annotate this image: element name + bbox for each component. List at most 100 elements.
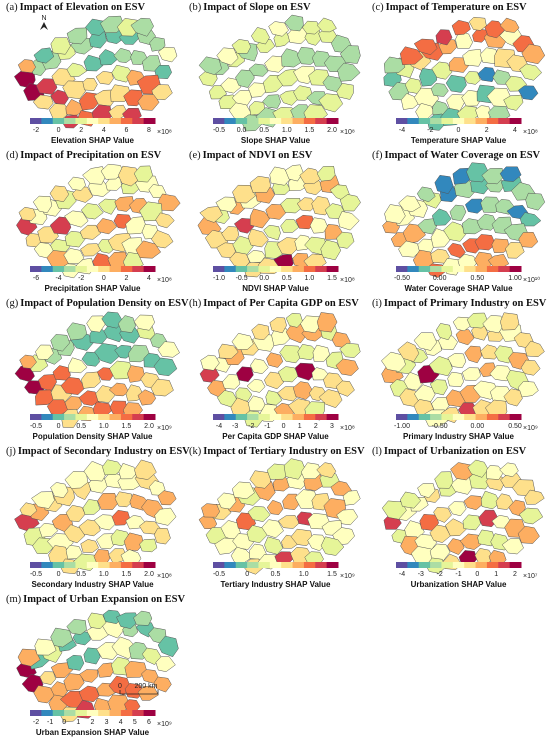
district-polygon	[448, 501, 467, 517]
colorbar-segment	[475, 414, 488, 420]
map-panel-5: (e) Impact of NDVI on ESV -1.0 -0.5 0.0 0.5 1.…	[183, 148, 366, 296]
district-polygon	[157, 635, 179, 658]
panel-title: (b) Impact of Slope on ESV	[189, 2, 311, 13]
district-polygon	[283, 458, 306, 480]
panel-title: (j) Impact of Secondary Industry on ESV	[6, 446, 190, 457]
map-panel-11: (k) Impact of Tertiary Industry on ESV -0.…	[183, 444, 366, 592]
district-polygon	[269, 166, 292, 186]
colorbar-segment	[247, 562, 259, 568]
district-polygon	[114, 196, 135, 212]
colorbar-segment	[258, 414, 271, 420]
colorbar-segment	[30, 266, 42, 272]
district-polygon	[150, 378, 174, 397]
colorbar-segment	[132, 710, 145, 716]
panel-title: (a) Impact of Elevation on ESV	[6, 2, 145, 13]
colorbar-label: Temperature SHAP Value	[411, 136, 507, 145]
district-polygon	[435, 323, 453, 341]
colorbar-segment	[486, 414, 499, 420]
colorbar-exponent: ×10⁹	[157, 425, 172, 432]
colorbar-segment	[213, 414, 225, 420]
scale-zero-label: 0	[118, 683, 122, 690]
district-polygon	[82, 499, 101, 515]
colorbar-segment	[315, 414, 328, 420]
district-polygon	[455, 30, 473, 49]
district-map: -2 -1 0 1 2 3 4 5 6 ×10⁹ Urban Expansion SHAP Valu…	[16, 609, 179, 737]
district-polygon	[443, 221, 467, 242]
colorbar-segment	[30, 118, 42, 124]
colorbar-tick-label: 1.0	[305, 275, 315, 282]
district-polygon	[82, 166, 106, 185]
colorbar-exponent: ×10⁸	[157, 277, 172, 284]
district-polygon	[67, 176, 86, 191]
colorbar-tick-label: 0.0	[259, 275, 269, 282]
district-polygon	[111, 509, 131, 526]
colorbar-segment	[235, 266, 248, 272]
colorbar-segment	[258, 266, 271, 272]
scale-bar	[119, 690, 159, 695]
panel-letter: (k)	[189, 446, 202, 457]
district-polygon	[248, 63, 269, 77]
colorbar-segment	[52, 710, 65, 716]
panel-letter: (j)	[6, 446, 16, 457]
colorbar-segment	[292, 118, 305, 124]
district-polygon	[216, 47, 239, 66]
district-polygon	[83, 54, 104, 72]
colorbar-tick-label: 0.00	[433, 275, 447, 282]
colorbar-segment	[498, 414, 511, 420]
district-polygon	[342, 490, 361, 506]
panel-title-text: Impact of NDVI on ESV	[202, 150, 313, 161]
colorbar-segment	[52, 562, 65, 568]
colorbar-tick-label: 1.0	[99, 571, 109, 578]
panel-title-text: Impact of Tertiary Industry on ESV	[203, 446, 365, 457]
district-polygon	[262, 94, 281, 109]
district-polygon	[236, 366, 254, 383]
colorbar-segment	[247, 118, 259, 124]
district-polygon	[451, 19, 471, 36]
colorbar-label: Water Coverage SHAP Value	[404, 284, 513, 293]
colorbar-label: Elevation SHAP Value	[51, 136, 135, 145]
district-polygon	[499, 462, 519, 477]
district-map: -4 -3 -2 -1 0 1 2 3 ×10⁸ Per Capita GDP SHAP Valu…	[199, 312, 361, 441]
district-polygon	[157, 490, 177, 506]
district-polygon	[19, 502, 38, 517]
district-polygon	[134, 459, 157, 480]
district-polygon	[336, 83, 354, 100]
district-polygon	[518, 232, 539, 248]
district-polygon	[141, 647, 163, 665]
district-map: -2 0 2 4 6 8 ×10⁸ Elevation SHAP Value N	[13, 15, 178, 145]
district-polygon	[65, 505, 86, 523]
district-polygon	[431, 208, 452, 226]
district-polygon	[38, 523, 59, 538]
district-polygon	[79, 224, 102, 240]
colorbar-tick-label: 0	[245, 571, 249, 578]
colorbar-tick-label: -1.00	[394, 423, 410, 430]
district-map: -0.5 0 0.5 1.0 1.5 ×10⁹ Tertiary Industry SHAP…	[198, 458, 361, 589]
district-polygon	[137, 389, 157, 406]
colorbar-tick-label: 0.5	[76, 571, 86, 578]
district-polygon	[60, 377, 86, 395]
panel-title: (d) Impact of Precipitation on ESV	[6, 150, 161, 161]
district-polygon	[97, 662, 115, 678]
colorbar-exponent: ×10⁸	[523, 129, 538, 136]
colorbar-segment	[75, 266, 88, 272]
district-polygon	[78, 685, 100, 703]
colorbar-segment	[41, 562, 54, 568]
district-polygon	[279, 345, 304, 364]
panel-title-text: Impact of Urban Expansion on ESV	[23, 594, 186, 605]
district-polygon	[413, 38, 438, 55]
colorbar-label: Urban Expansion SHAP Value	[36, 728, 150, 737]
district-polygon	[464, 345, 482, 364]
colorbar-segment	[452, 414, 465, 420]
colorbar-exponent: ×10¹⁰	[523, 276, 540, 284]
colorbar-segment	[315, 118, 328, 124]
district-polygon	[300, 462, 323, 480]
colorbar-exponent: ×10⁹	[340, 573, 355, 580]
colorbar-segment	[475, 562, 488, 568]
colorbar-segment	[235, 562, 248, 568]
colorbar-tick-label: 0	[57, 127, 61, 134]
colorbar-segment	[326, 414, 339, 420]
district-polygon	[127, 365, 145, 383]
district-polygon	[480, 344, 501, 360]
district-polygon	[397, 341, 420, 362]
